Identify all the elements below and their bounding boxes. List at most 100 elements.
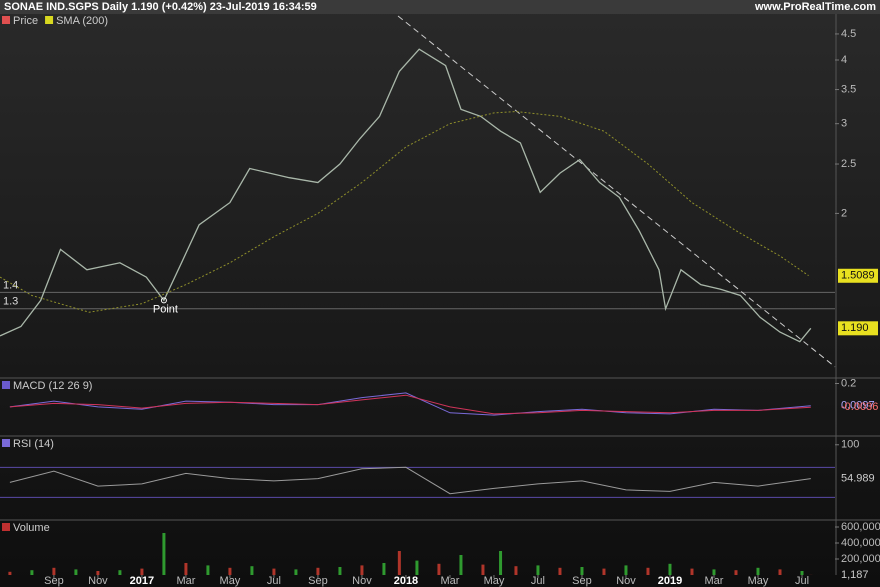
series-line (0, 110, 809, 313)
volume-bar (499, 551, 503, 575)
x-tick-label: May (748, 575, 769, 587)
x-tick-label: Sep (308, 575, 328, 587)
y-tick-label: 3 (841, 118, 847, 130)
series-line (9, 392, 811, 416)
legend-label: SMA (200) (56, 15, 108, 27)
volume-bar (756, 567, 760, 575)
legend-swatch (2, 523, 10, 531)
series-line (9, 394, 811, 415)
y-tick-label: 200,000 (841, 553, 880, 565)
volume-bar (800, 571, 804, 575)
y-tick-label: 0.2 (841, 377, 856, 389)
legend-swatch (2, 16, 10, 24)
legend-swatch (45, 16, 54, 24)
volume-bar (415, 560, 419, 575)
trendline (397, 15, 836, 368)
x-tick-label: Mar (440, 575, 459, 587)
x-tick-label: Nov (616, 575, 636, 587)
level-label: 1.3 (3, 296, 18, 308)
y-tick-label: 2 (841, 207, 847, 219)
volume-bar (514, 566, 518, 575)
level-label: 1.4 (3, 279, 18, 291)
last-value-box (838, 321, 878, 336)
volume-bar (734, 570, 738, 575)
y-tick-label: 400,000 (841, 537, 880, 549)
volume-bar (140, 568, 144, 575)
volume-bar (712, 569, 716, 575)
last-value-label: 54.989 (841, 473, 875, 485)
volume-bar (272, 568, 276, 575)
x-tick-label: May (484, 575, 505, 587)
x-tick-label: Nov (352, 575, 372, 587)
x-tick-label: Mar (176, 575, 195, 587)
volume-bar (558, 567, 562, 575)
annotation-text: Point (153, 303, 178, 315)
legend-swatch (2, 439, 10, 447)
volume-bar (437, 563, 441, 575)
y-tick-label: 600,000 (841, 521, 880, 533)
volume-bar (382, 563, 386, 575)
chart-title: SONAE IND.SGPS Daily 1.190 (+0.42%) 23-J… (4, 1, 317, 13)
x-tick-label: 2017 (130, 575, 154, 587)
y-tick-label: 2.5 (841, 158, 856, 170)
volume-bar (778, 569, 782, 575)
annotation-point (160, 297, 167, 304)
volume-bar (52, 567, 56, 575)
volume-bar (8, 571, 12, 575)
volume-bar (536, 565, 540, 575)
series-line (9, 466, 811, 495)
x-tick-label: 2019 (658, 575, 682, 587)
last-value-label: 1.5089 (841, 270, 875, 282)
x-tick-label: Jul (531, 575, 545, 587)
last-value-label: 1,187 (841, 569, 869, 581)
volume-bar (228, 567, 232, 575)
volume-bar (184, 563, 188, 575)
y-tick-label: 4.5 (841, 28, 856, 40)
volume-bar (459, 555, 463, 575)
panel-title: RSI (14) (13, 438, 54, 450)
volume-bar (118, 570, 122, 575)
volume-bar (397, 551, 401, 575)
volume-bar (250, 566, 254, 575)
last-value-label: 1.190 (841, 322, 869, 334)
volume-bar (624, 565, 628, 575)
volume-bar (646, 567, 650, 575)
volume-bar (316, 567, 320, 575)
volume-bar (294, 569, 298, 575)
volume-bar (690, 568, 694, 575)
x-tick-label: Jul (267, 575, 281, 587)
x-tick-label: Jul (795, 575, 809, 587)
last-value-label: -0.0036 (841, 401, 878, 413)
y-tick-label: 100 (841, 439, 859, 451)
volume-bar (602, 568, 606, 575)
panel-title: MACD (12 26 9) (13, 380, 92, 392)
x-tick-label: Nov (88, 575, 108, 587)
x-tick-label: Mar (705, 575, 724, 587)
volume-bar (668, 563, 672, 575)
y-tick-label: 3.5 (841, 83, 856, 95)
volume-bar (74, 569, 78, 575)
last-value-box (838, 268, 878, 283)
legend-label: Price (13, 15, 38, 27)
panel-title: Volume (13, 522, 50, 534)
volume-bar (206, 565, 210, 575)
volume-bar (338, 567, 342, 575)
x-tick-label: May (220, 575, 241, 587)
x-tick-label: Sep (44, 575, 64, 587)
x-tick-label: Sep (572, 575, 592, 587)
source: www.ProRealTime.com (754, 1, 876, 13)
volume-bar (580, 567, 584, 575)
y-tick-label: 4 (841, 54, 847, 66)
x-tick-label: 2018 (394, 575, 418, 587)
legend-swatch (2, 381, 10, 389)
volume-bar (30, 570, 34, 575)
volume-bar (162, 533, 166, 575)
header-bar (0, 0, 880, 14)
volume-bar (360, 565, 364, 575)
volume-bar (96, 571, 100, 575)
volume-bar (481, 564, 485, 575)
last-value-label: 0.0097 (841, 400, 875, 412)
series-line (0, 48, 812, 343)
